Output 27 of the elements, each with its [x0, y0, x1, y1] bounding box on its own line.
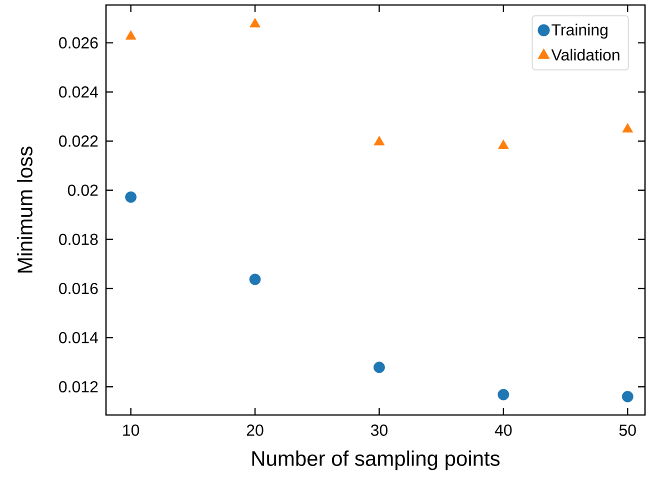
y-axis-title: Minimum loss	[17, 146, 32, 272]
x-tick-label: 10	[123, 424, 140, 436]
y-tick-label: 0.018	[59, 234, 98, 246]
y-tick-label: 0.022	[59, 135, 98, 147]
point	[498, 140, 509, 149]
x-tick-label: 40	[494, 424, 512, 436]
y-tick-label: 0.026	[59, 37, 98, 48]
y-tick-label: 0.014	[59, 332, 98, 344]
point	[249, 274, 261, 286]
point	[374, 362, 385, 374]
x-axis-title: Number of sampling points	[252, 450, 500, 470]
point	[125, 30, 136, 40]
point	[622, 123, 634, 132]
y-tick-label: 0.02	[68, 184, 98, 196]
y-tick-label: 0.012	[59, 381, 98, 392]
point	[250, 18, 260, 28]
legend-label: Validation	[551, 48, 620, 61]
x-tick-label: 50	[619, 424, 636, 436]
x-tick-label: 30	[370, 424, 388, 436]
point	[125, 191, 137, 203]
y-tick-label: 0.016	[59, 282, 98, 294]
point	[622, 390, 634, 402]
point	[374, 136, 385, 146]
legend-label: Training	[552, 24, 608, 39]
y-tick-label: 0.024	[59, 86, 98, 98]
x-tick-label: 20	[246, 424, 264, 436]
point	[498, 388, 510, 400]
